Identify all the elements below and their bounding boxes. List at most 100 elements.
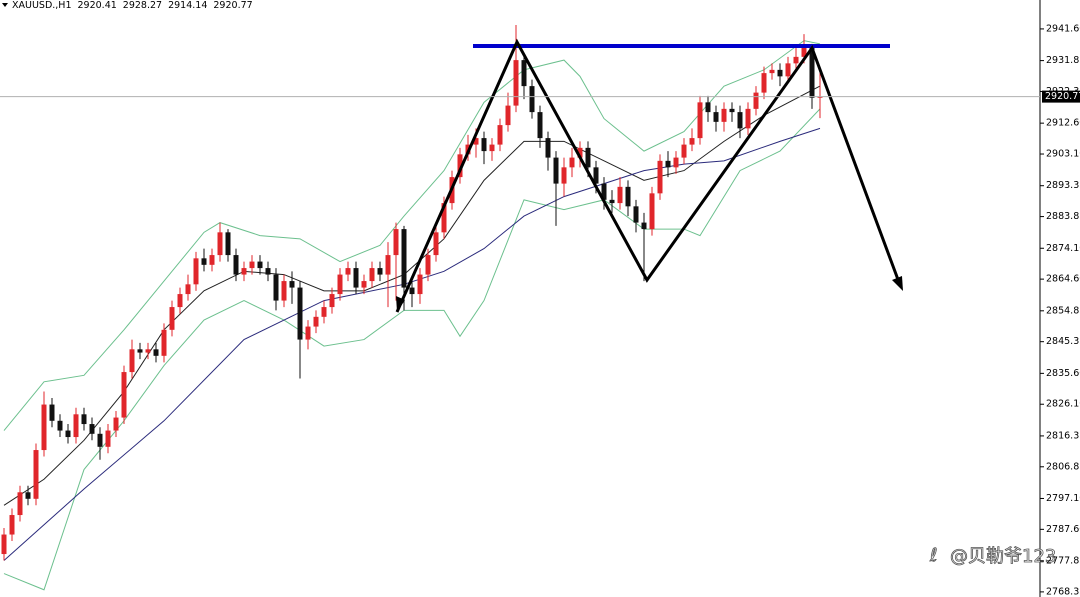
- candle-body: [209, 255, 215, 265]
- candle-body: [9, 515, 15, 535]
- y-tick-label: 2874.10: [1046, 243, 1080, 254]
- candle-body: [265, 268, 271, 275]
- candle-body: [361, 281, 367, 288]
- candle-body: [73, 414, 79, 438]
- arrow-head: [396, 296, 405, 312]
- candle-body: [737, 112, 743, 129]
- candle-body: [673, 157, 679, 168]
- arrow-head: [892, 276, 903, 291]
- candle-body: [585, 147, 591, 168]
- candle-body: [41, 404, 47, 451]
- watermark: ℓ @贝勒爷123: [929, 545, 1057, 568]
- candle-body: [793, 56, 799, 64]
- header-field: 2920.77: [213, 0, 252, 11]
- candle-body: [521, 60, 527, 87]
- candle-body: [553, 157, 559, 184]
- candle-body: [57, 420, 63, 431]
- candle-body: [433, 232, 439, 256]
- candle-body: [649, 193, 655, 230]
- candle-body: [809, 47, 815, 98]
- plot-area: [1, 25, 823, 591]
- y-tick-label: 2883.85: [1046, 211, 1080, 222]
- current-price-box: [1042, 90, 1080, 103]
- y-tick-label: 2787.60: [1046, 524, 1080, 535]
- y-tick-label: 2912.60: [1046, 118, 1080, 129]
- candle-body: [689, 138, 695, 145]
- candle-body: [593, 167, 599, 184]
- y-tick-label: 2854.85: [1046, 305, 1080, 316]
- candle-body: [801, 47, 807, 57]
- candle-body: [281, 281, 287, 301]
- current-price-label: 2920.77: [1045, 91, 1080, 102]
- candle-body: [1, 534, 7, 555]
- candle-body: [641, 222, 647, 230]
- header-field: 2920.41: [78, 0, 117, 11]
- header-field: XAUUSD.,H1: [12, 0, 72, 11]
- candle-body: [665, 160, 671, 168]
- candle-body: [745, 108, 751, 129]
- candle-body: [153, 349, 159, 356]
- candle-body: [633, 206, 639, 223]
- candle-body: [353, 268, 359, 288]
- candle-body: [713, 112, 719, 122]
- candle-body: [481, 138, 487, 152]
- candle-body: [401, 229, 407, 288]
- candle-body: [657, 160, 663, 194]
- zigzag-arrow: [395, 38, 902, 313]
- candle-body: [577, 147, 583, 158]
- candle-body: [225, 232, 231, 256]
- indicator-line: [3, 127, 821, 561]
- candle-body: [417, 274, 423, 295]
- candle-body: [25, 492, 31, 499]
- candle-body: [305, 326, 311, 340]
- y-tick-label: 2931.85: [1046, 55, 1080, 66]
- y-tick-label: 2806.85: [1046, 461, 1080, 472]
- y-tick-label: 2835.60: [1046, 368, 1080, 379]
- candle-body: [289, 281, 295, 288]
- y-tick-label: 2903.10: [1046, 149, 1080, 160]
- header-field: 2914.14: [168, 0, 207, 11]
- candle-body: [177, 294, 183, 308]
- candle-body: [697, 102, 703, 139]
- candle-body: [785, 63, 791, 77]
- indicator-line: [3, 108, 821, 591]
- candle-body: [393, 229, 399, 256]
- candle-body: [129, 349, 135, 373]
- candle-body: [409, 287, 415, 295]
- candle-body: [489, 144, 495, 152]
- candle-body: [345, 268, 351, 275]
- candle-body: [537, 112, 543, 139]
- candle-body: [65, 430, 71, 438]
- candle-body: [233, 255, 239, 275]
- candle-body: [249, 261, 255, 269]
- candle-body: [105, 430, 111, 447]
- candle-body: [193, 258, 199, 285]
- candle-body: [681, 144, 687, 158]
- y-tick-label: 2826.10: [1046, 399, 1080, 410]
- candle-body: [545, 138, 551, 158]
- candle-body: [137, 349, 143, 353]
- candle-body: [337, 274, 343, 295]
- candle-body: [329, 294, 335, 308]
- pattern-annotation: [395, 38, 903, 313]
- candle-body: [513, 60, 519, 106]
- candle-body: [161, 329, 167, 356]
- candle-body: [217, 232, 223, 256]
- y-tick-label: 2797.10: [1046, 493, 1080, 504]
- candle-body: [705, 102, 711, 113]
- y-tick-label: 2777.85: [1046, 556, 1080, 567]
- candle-body: [377, 268, 383, 275]
- candle-body: [257, 261, 263, 269]
- candle-body: [753, 92, 759, 109]
- candle-body: [369, 268, 375, 282]
- y-tick-label: 2845.35: [1046, 336, 1080, 347]
- candle-body: [777, 69, 783, 77]
- candle-body: [201, 258, 207, 265]
- candle-body: [273, 274, 279, 301]
- candle-body: [145, 349, 151, 353]
- candle-body: [529, 86, 535, 113]
- candle-body: [625, 186, 631, 207]
- candle-body: [49, 404, 55, 421]
